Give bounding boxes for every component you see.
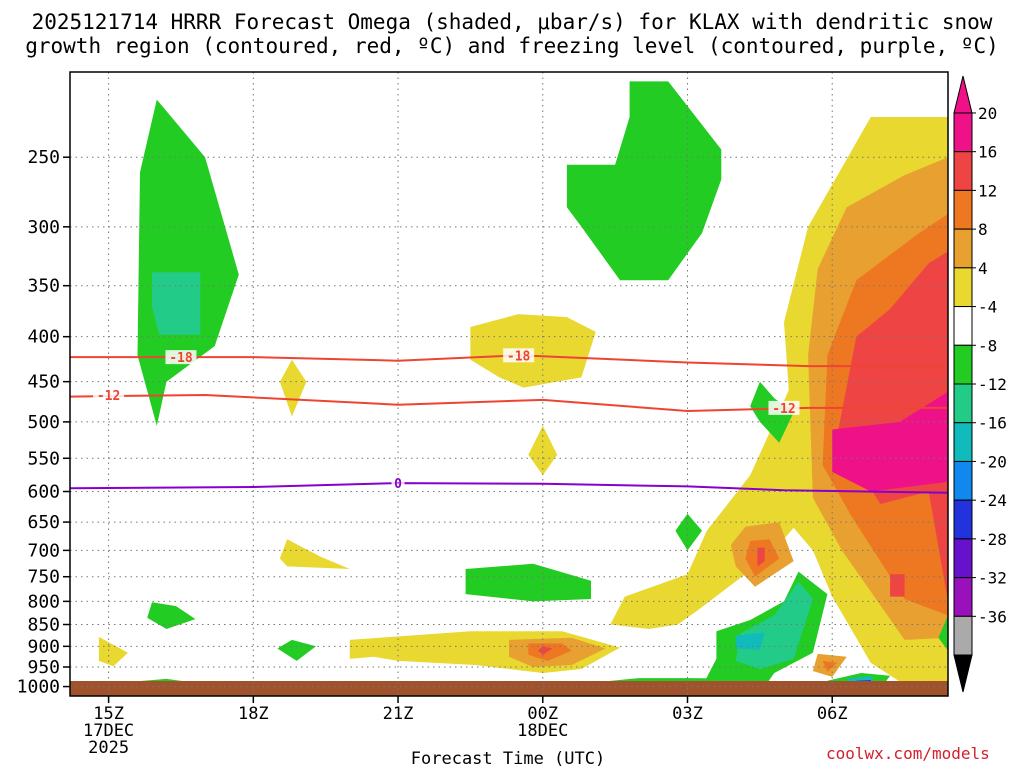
colorbar-label: -4 xyxy=(978,298,997,317)
x-tick-label: 21Z xyxy=(383,704,414,724)
credit-link[interactable]: coolwx.com/models xyxy=(826,744,990,763)
colorbar-bin xyxy=(953,538,973,579)
colorbar-bin xyxy=(953,151,973,191)
omega-shading xyxy=(98,81,948,689)
colorbar-label: -20 xyxy=(978,452,1007,471)
chart-title-line-1: 2025121714 HRRR Forecast Omega (shaded, … xyxy=(31,10,993,34)
shaded-region-orange-950 xyxy=(822,660,837,672)
shaded-region-yellow-sliver-550 xyxy=(528,425,558,476)
colorbar-bin xyxy=(953,344,973,385)
shaded-region-green-blob-left-upper xyxy=(137,99,239,426)
shaded-region-green-blob-830 xyxy=(147,602,196,629)
x-tick-label: 06Z xyxy=(817,704,848,724)
y-tick-label: 950 xyxy=(27,657,60,678)
x-tick-label: 03Z xyxy=(672,704,703,724)
isotherm-label-bg xyxy=(165,350,197,365)
x-tick-label: 15Z xyxy=(93,704,124,724)
colorbar-bin xyxy=(953,228,973,269)
y-tick-label: 350 xyxy=(27,276,60,297)
colorbar-bin xyxy=(953,383,973,424)
shaded-region-yellow-blob-910 xyxy=(98,636,128,667)
shaded-region-green-blob-750 xyxy=(465,563,591,602)
shaded-region-yellow-blob-700 xyxy=(279,539,350,569)
colorbar-label: -12 xyxy=(978,375,1007,394)
colorbar-label: 20 xyxy=(978,104,997,123)
y-tick-label: 400 xyxy=(27,327,60,348)
shaded-region-green-blob-top-center xyxy=(566,81,722,281)
shaded-region-teal-patch-left xyxy=(152,272,201,335)
y-tick-label: 300 xyxy=(27,217,60,238)
x-axis-label: Forecast Time (UTC) xyxy=(411,749,605,768)
y-tick-label: 600 xyxy=(27,482,60,503)
chart-title-line-2: growth region (contoured, red, ºC) and f… xyxy=(25,34,999,58)
colorbar-label: -16 xyxy=(978,414,1007,433)
shaded-region-red-700 xyxy=(757,547,765,567)
y-tick-label: 500 xyxy=(27,412,60,433)
colorbar-bin xyxy=(953,577,973,617)
isotherm-label: -18 xyxy=(507,349,531,364)
colorbar-label: 16 xyxy=(978,143,997,162)
x-tick-label: 00Z xyxy=(527,704,558,724)
colorbar-label: 12 xyxy=(978,181,997,200)
x-tick-label: 18Z xyxy=(238,704,269,724)
colorbar-bin xyxy=(953,422,973,462)
colorbar-label: -24 xyxy=(978,491,1007,510)
shaded-region-orange-lower-center xyxy=(528,643,572,661)
y-tick-label: 800 xyxy=(27,591,60,612)
y-tick-label: 250 xyxy=(27,147,60,168)
colorbar: 20 16 12 8 4 -4 -8 -12 -16 -20 -24 -28 -32 -36 xyxy=(953,75,1007,693)
shaded-region-red-dot-lower-center xyxy=(537,646,553,655)
shaded-region-green-blob-900 xyxy=(277,639,316,661)
y-tick-label: 700 xyxy=(27,540,60,561)
grid-lines xyxy=(70,72,948,696)
x-tick-date: 18DEC xyxy=(517,721,568,741)
isotherm-contours: -18 -18 -12 -12 0 xyxy=(69,348,949,494)
ground-bar xyxy=(70,681,948,696)
colorbar-label: -32 xyxy=(978,569,1007,588)
x-tick-year: 2025 xyxy=(88,738,129,758)
y-tick-label: 550 xyxy=(27,448,60,469)
isotherm-label-bg xyxy=(93,387,125,402)
colorbar-label: -8 xyxy=(978,336,997,355)
colorbar-bin xyxy=(953,267,973,308)
colorbar-bin xyxy=(953,499,973,540)
colorbar-bottom-triangle xyxy=(953,654,973,693)
colorbar-bin xyxy=(953,460,973,501)
colorbar-label: -36 xyxy=(978,607,1007,626)
isotherm-label-bg xyxy=(391,476,405,491)
shaded-region-red-760 xyxy=(890,574,905,597)
y-tick-label: 1000 xyxy=(17,677,60,698)
y-tick-label: 900 xyxy=(27,636,60,657)
colorbar-label: 8 xyxy=(978,220,988,239)
colorbar-bin xyxy=(953,112,973,153)
colorbar-bin xyxy=(953,615,973,656)
isotherm-label-bg xyxy=(768,400,800,415)
pressure-axis: 2503003504004505005506006507007508008509… xyxy=(17,147,70,698)
y-tick-label: 750 xyxy=(27,567,60,588)
colorbar-top-triangle xyxy=(953,75,973,114)
y-tick-label: 650 xyxy=(27,512,60,533)
colorbar-label: -28 xyxy=(978,530,1007,549)
isotherm-label-bg xyxy=(503,348,535,363)
plot-frame xyxy=(69,71,949,697)
y-tick-label: 850 xyxy=(27,615,60,636)
y-tick-label: 450 xyxy=(27,372,60,393)
shaded-region-cyan-right-lower xyxy=(735,632,765,650)
plot-area: -18 -18 -12 -12 0 xyxy=(69,71,949,697)
x-tick-date: 17DEC xyxy=(83,721,134,741)
isotherm-0 xyxy=(69,482,949,494)
isotherm--12 xyxy=(69,393,948,413)
shaded-region-green-small-650 xyxy=(675,513,702,551)
isotherm-label: -12 xyxy=(97,389,120,404)
isotherm-label: 0 xyxy=(394,477,402,492)
shaded-region-magenta-right xyxy=(832,391,948,492)
shaded-region-yellow-sliver-450 xyxy=(279,359,307,417)
colorbar-bin xyxy=(953,306,973,346)
isotherm-label: -12 xyxy=(772,402,795,417)
isotherm-label: -18 xyxy=(169,351,193,366)
colorbar-bin xyxy=(953,189,973,230)
colorbar-label: 4 xyxy=(978,259,988,278)
